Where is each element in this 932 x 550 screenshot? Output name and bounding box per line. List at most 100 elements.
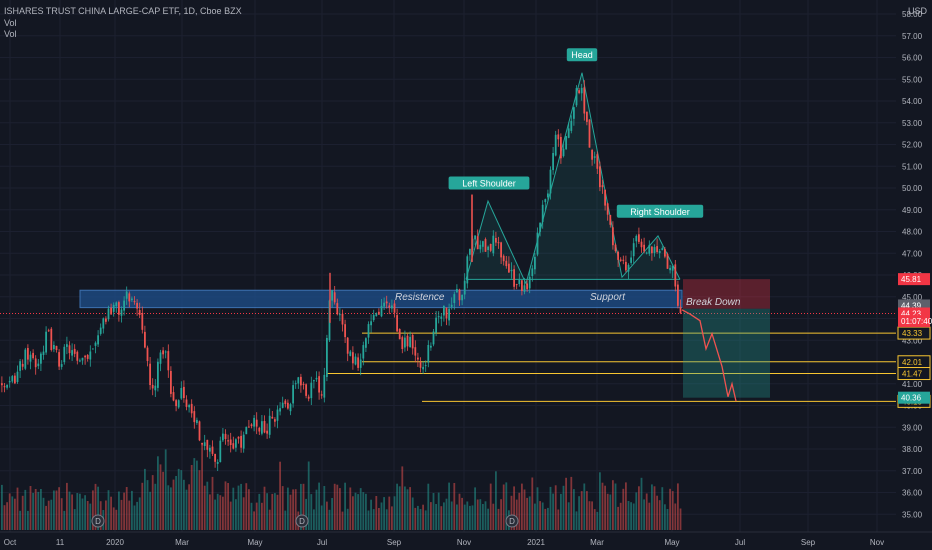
- candle: [674, 264, 677, 287]
- volume-bar: [235, 499, 237, 530]
- candle: [448, 308, 450, 321]
- candle: [671, 265, 674, 271]
- candle: [258, 427, 261, 432]
- volume-bar: [653, 486, 656, 530]
- volume-bar: [640, 477, 643, 530]
- candle: [354, 356, 357, 365]
- candle: [318, 376, 320, 393]
- volume-bar: [307, 461, 310, 530]
- candle: [81, 357, 84, 361]
- volume-bar: [19, 510, 21, 530]
- volume-bar: [76, 493, 79, 530]
- volume-bar: [492, 503, 495, 530]
- pattern-label-box: [566, 48, 598, 62]
- volume-bar: [375, 496, 378, 530]
- volume-bar: [55, 490, 58, 530]
- volume-bar: [45, 505, 47, 530]
- candle: [128, 293, 131, 302]
- volume-bar: [476, 499, 479, 530]
- candle: [588, 119, 591, 148]
- volume-bar: [383, 497, 385, 530]
- candle: [71, 350, 73, 356]
- volume-bar: [601, 482, 604, 530]
- volume-bar: [596, 511, 599, 530]
- volume-bar: [305, 498, 307, 530]
- volume-bar: [437, 492, 440, 530]
- volume-bar: [515, 499, 518, 530]
- y-tick-label: 53.00: [902, 119, 923, 128]
- volume-bar: [16, 487, 19, 530]
- volume-bar: [3, 505, 6, 530]
- volume-bar: [310, 494, 313, 530]
- volume-bar: [37, 491, 40, 530]
- candle: [515, 284, 518, 286]
- candle: [29, 354, 32, 362]
- volume-bar: [658, 500, 661, 530]
- dividend-marker: [505, 514, 519, 528]
- volume-bar: [32, 492, 34, 530]
- volume-bar: [245, 483, 248, 530]
- candle: [552, 153, 554, 171]
- candle: [414, 347, 417, 356]
- volume-bar: [627, 501, 630, 530]
- candle: [461, 295, 463, 301]
- dividend-marker-label: D: [509, 517, 515, 526]
- volume-bar: [79, 493, 81, 530]
- chart-text: Break Down: [686, 297, 741, 308]
- candle: [32, 352, 34, 359]
- candle: [133, 301, 136, 303]
- volume-bar: [544, 508, 547, 530]
- candle: [177, 400, 180, 408]
- volume-bar: [385, 509, 388, 530]
- volume-bar: [63, 510, 66, 530]
- x-tick-label: Nov: [870, 538, 884, 547]
- volume-bar: [575, 511, 578, 530]
- candle: [404, 337, 406, 348]
- pattern-label: Head: [571, 50, 593, 60]
- candle: [450, 304, 453, 307]
- volume-bar: [294, 489, 297, 530]
- candle: [112, 304, 115, 312]
- candle: [154, 385, 157, 391]
- volume-bar: [281, 486, 284, 530]
- candle: [45, 331, 47, 353]
- candle: [593, 156, 596, 158]
- candle: [248, 426, 250, 428]
- candle: [606, 203, 609, 215]
- candle: [211, 446, 214, 454]
- candle: [625, 261, 627, 271]
- volume-bar: [110, 496, 112, 530]
- volume-bar: [570, 476, 573, 530]
- candle: [157, 361, 159, 388]
- candle: [609, 215, 612, 225]
- candle: [601, 185, 604, 188]
- price-label-box: [898, 391, 930, 404]
- volume-legend-1: Vol: [4, 18, 17, 28]
- candle: [554, 134, 557, 156]
- candle: [411, 335, 414, 349]
- candle: [531, 268, 534, 276]
- volume-bar: [398, 486, 401, 530]
- candle: [302, 383, 305, 385]
- volume-bar: [151, 475, 154, 530]
- candle: [159, 352, 162, 364]
- candle: [63, 346, 66, 363]
- volume-bar: [315, 489, 318, 530]
- candle: [440, 316, 443, 319]
- candle: [86, 355, 89, 359]
- candle: [261, 421, 263, 434]
- volume-bar: [123, 492, 125, 530]
- volume-bar: [193, 458, 196, 530]
- candle: [656, 246, 658, 252]
- volume-bar: [349, 487, 352, 530]
- volume-bar: [617, 506, 619, 530]
- candle: [274, 419, 276, 422]
- candle: [333, 292, 336, 303]
- volume-bar: [625, 482, 627, 530]
- volume-bar: [263, 486, 266, 530]
- volume-bar: [619, 502, 622, 530]
- candle: [40, 353, 42, 364]
- volume-bar: [154, 483, 157, 530]
